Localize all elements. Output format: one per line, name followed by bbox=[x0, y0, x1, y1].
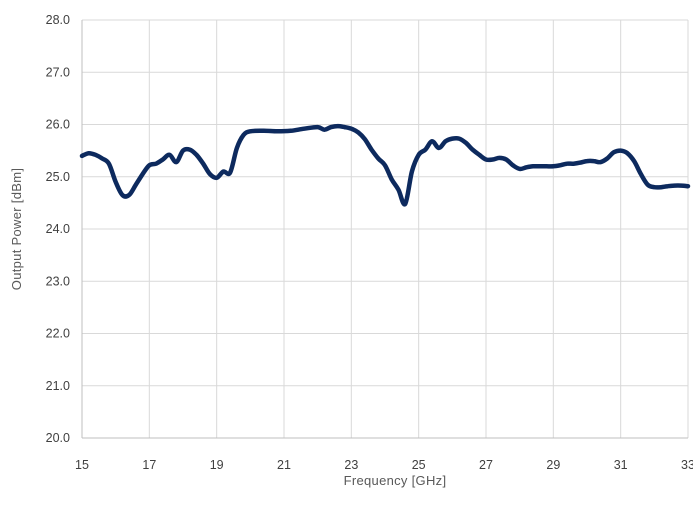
y-tick-label: 20.0 bbox=[46, 431, 70, 445]
x-axis-title: Frequency [GHz] bbox=[344, 473, 447, 488]
series-line-1 bbox=[79, 123, 691, 207]
x-tick-label: 33 bbox=[681, 458, 693, 472]
y-axis-title: Output Power [dBm] bbox=[9, 168, 24, 290]
x-tick-label: 15 bbox=[75, 458, 89, 472]
y-tick-label: 25.0 bbox=[46, 170, 70, 184]
y-tick-label: 23.0 bbox=[46, 274, 70, 288]
series-layer bbox=[79, 123, 691, 207]
y-tick-label: 21.0 bbox=[46, 379, 70, 393]
y-tick-label: 22.0 bbox=[46, 327, 70, 341]
x-tick-labels: 15 17 19 21 23 25 27 29 31 33 bbox=[75, 458, 693, 472]
y-tick-label: 28.0 bbox=[46, 13, 70, 27]
x-tick-label: 29 bbox=[546, 458, 560, 472]
x-tick-label: 25 bbox=[412, 458, 426, 472]
x-tick-label: 31 bbox=[614, 458, 628, 472]
x-tick-label: 17 bbox=[142, 458, 156, 472]
y-tick-label: 24.0 bbox=[46, 222, 70, 236]
y-tick-label: 27.0 bbox=[46, 65, 70, 79]
y-tick-labels: 20.0 21.0 22.0 23.0 24.0 25.0 26.0 27.0 28.0 bbox=[46, 13, 70, 445]
x-tick-label: 19 bbox=[210, 458, 224, 472]
x-tick-label: 23 bbox=[344, 458, 358, 472]
grid bbox=[82, 19, 689, 438]
x-tick-label: 21 bbox=[277, 458, 291, 472]
y-tick-label: 26.0 bbox=[46, 118, 70, 132]
x-tick-label: 27 bbox=[479, 458, 493, 472]
